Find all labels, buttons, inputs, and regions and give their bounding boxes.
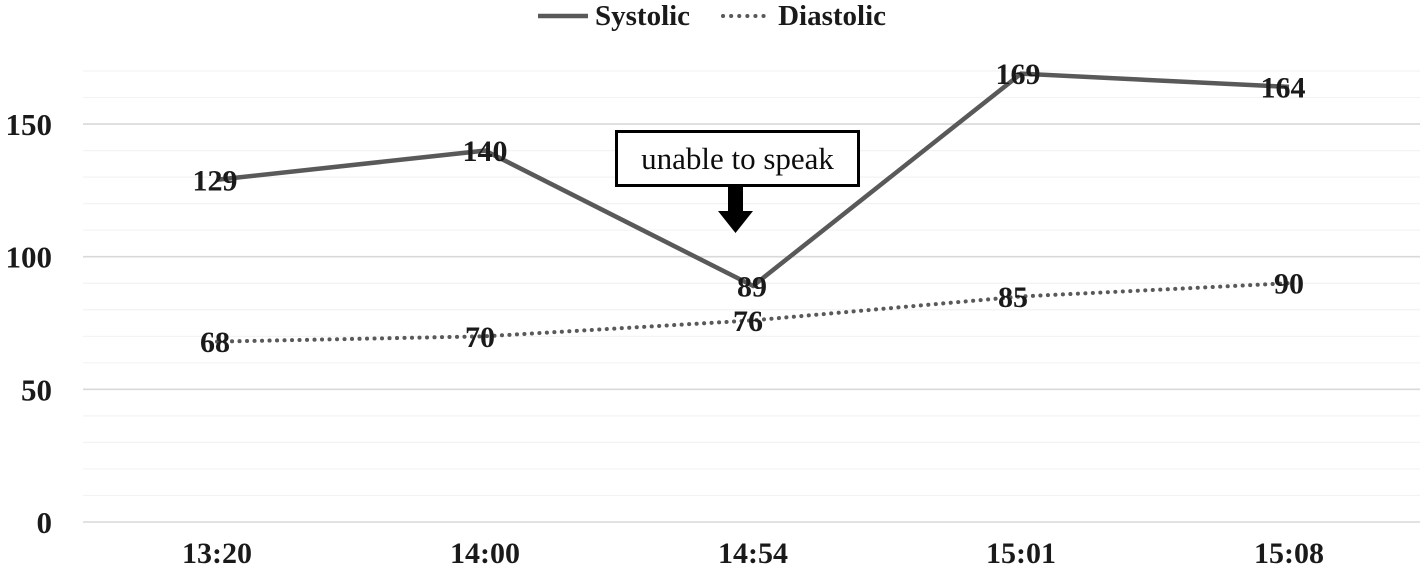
- data-label-diastolic-14:00: 70: [465, 321, 495, 354]
- annotation-arrow-stem: [728, 186, 743, 213]
- data-label-diastolic-13:20: 68: [200, 326, 230, 359]
- legend-item-systolic: Systolic: [537, 0, 691, 32]
- chart-legend: Systolic Diastolic: [0, 0, 1423, 32]
- annotation-text: unable to speak: [641, 141, 834, 176]
- legend-label-diastolic: Diastolic: [778, 0, 886, 32]
- solid-line-sample-icon: [538, 13, 588, 19]
- systolic-line: [216, 71, 1290, 289]
- legend-item-diastolic: Diastolic: [720, 0, 886, 32]
- data-label-diastolic-15:01: 85: [998, 281, 1028, 314]
- x-tick-label-15:08: 15:08: [1254, 537, 1324, 570]
- x-tick-label-14:54: 14:54: [718, 537, 788, 570]
- x-tick-label-15:01: 15:01: [986, 537, 1056, 570]
- annotation-arrow-icon: [718, 211, 753, 233]
- dotted-line-sample-icon: [721, 14, 773, 18]
- data-label-systolic-14:00: 140: [463, 135, 508, 168]
- data-label-diastolic-14:54: 76: [733, 305, 763, 338]
- data-label-systolic-15:01: 169: [996, 58, 1041, 91]
- y-tick-label-50: 50: [21, 372, 52, 407]
- y-tick-label-150: 150: [6, 107, 53, 142]
- annotation-box: unable to speak: [615, 130, 860, 187]
- x-tick-label-14:00: 14:00: [450, 537, 520, 570]
- x-tick-label-13:20: 13:20: [182, 537, 252, 570]
- legend-label-systolic: Systolic: [595, 0, 691, 32]
- diastolic-line: [215, 281, 1291, 344]
- data-label-systolic-15:08: 164: [1261, 71, 1306, 104]
- data-label-systolic-13:20: 129: [193, 164, 238, 197]
- y-tick-label-0: 0: [37, 505, 53, 540]
- y-tick-label-100: 100: [6, 240, 53, 275]
- data-label-diastolic-15:08: 90: [1274, 268, 1304, 301]
- data-label-systolic-14:54: 89: [737, 270, 767, 303]
